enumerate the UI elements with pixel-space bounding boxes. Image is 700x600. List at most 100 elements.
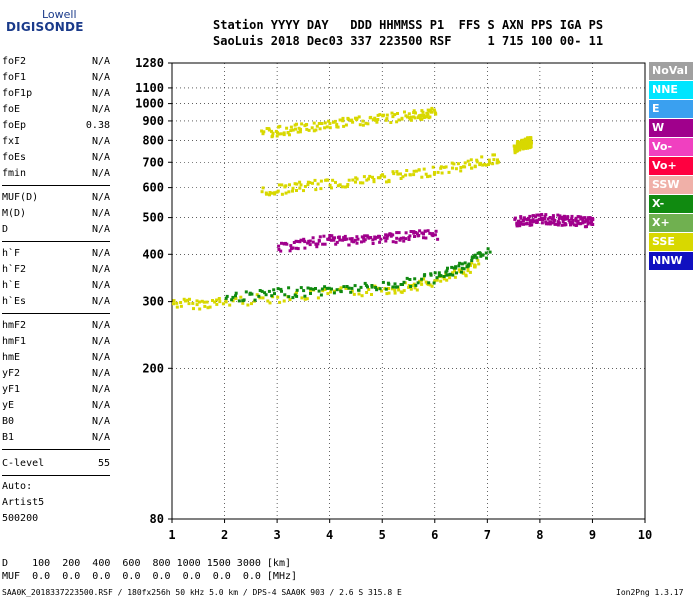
data-point bbox=[462, 165, 465, 169]
data-point bbox=[428, 231, 432, 235]
data-point bbox=[551, 217, 555, 221]
data-point bbox=[433, 233, 437, 237]
data-point bbox=[267, 128, 271, 132]
param-name: h`F bbox=[2, 248, 21, 259]
data-point bbox=[321, 289, 325, 293]
data-point bbox=[361, 123, 365, 127]
data-point bbox=[544, 213, 548, 217]
data-point bbox=[335, 122, 339, 126]
data-point bbox=[294, 239, 298, 243]
data-point bbox=[378, 176, 382, 180]
data-point bbox=[444, 165, 448, 169]
data-point bbox=[345, 184, 349, 188]
y-tick-label: 1280 bbox=[135, 56, 164, 70]
param-name: h`F2 bbox=[2, 264, 27, 275]
data-point bbox=[311, 236, 315, 240]
param-value: N/A bbox=[91, 400, 110, 411]
data-point bbox=[485, 256, 488, 260]
data-point bbox=[523, 217, 526, 221]
data-point bbox=[544, 220, 548, 224]
data-point bbox=[303, 297, 307, 301]
data-point bbox=[228, 303, 232, 307]
param-row: D N/A bbox=[2, 224, 110, 239]
data-point bbox=[404, 237, 408, 241]
data-point bbox=[361, 119, 365, 123]
data-point bbox=[353, 284, 357, 288]
data-point bbox=[475, 160, 479, 164]
data-point bbox=[450, 265, 454, 269]
data-point bbox=[378, 240, 382, 244]
data-point bbox=[404, 231, 408, 235]
data-point bbox=[567, 219, 571, 222]
data-point bbox=[400, 117, 404, 121]
data-point bbox=[373, 118, 377, 122]
data-point bbox=[401, 175, 405, 179]
data-point bbox=[346, 117, 350, 121]
data-point bbox=[378, 287, 382, 291]
data-point bbox=[431, 232, 435, 236]
data-point bbox=[365, 291, 369, 294]
data-point bbox=[344, 123, 348, 127]
data-point bbox=[412, 173, 416, 177]
data-point bbox=[579, 215, 583, 219]
data-point bbox=[285, 126, 289, 130]
data-point bbox=[402, 289, 406, 293]
data-point bbox=[487, 158, 491, 162]
data-point bbox=[475, 158, 479, 162]
data-point bbox=[586, 218, 590, 222]
data-point bbox=[273, 192, 277, 196]
data-point bbox=[364, 121, 368, 125]
data-point bbox=[448, 276, 452, 280]
param-row: foF1p N/A bbox=[2, 88, 110, 103]
data-point bbox=[345, 285, 349, 288]
data-point bbox=[287, 190, 291, 194]
data-point bbox=[420, 109, 424, 113]
data-point bbox=[453, 269, 456, 273]
legend-item: W bbox=[649, 119, 693, 137]
data-point bbox=[280, 183, 284, 187]
data-point bbox=[211, 299, 214, 302]
param-name: hmE bbox=[2, 352, 21, 363]
data-point bbox=[287, 295, 291, 299]
param-name: foF1p bbox=[2, 88, 33, 99]
data-point bbox=[303, 246, 307, 250]
legend-item: NNW bbox=[649, 252, 693, 270]
clevel-name: C-level bbox=[2, 458, 45, 469]
data-point bbox=[255, 293, 259, 297]
data-point bbox=[306, 286, 310, 290]
data-point bbox=[284, 184, 288, 188]
data-point bbox=[391, 115, 395, 119]
data-point bbox=[319, 187, 323, 191]
data-point bbox=[455, 271, 458, 275]
data-point bbox=[419, 114, 423, 118]
data-point bbox=[435, 278, 439, 282]
data-point bbox=[299, 183, 303, 187]
data-point bbox=[399, 177, 403, 180]
data-point bbox=[424, 236, 428, 240]
param-name: foF2 bbox=[2, 56, 27, 67]
param-value: N/A bbox=[91, 168, 110, 179]
data-point bbox=[410, 115, 414, 119]
data-point bbox=[557, 221, 561, 225]
data-point bbox=[430, 284, 434, 288]
param-value: N/A bbox=[91, 56, 110, 67]
data-point bbox=[280, 241, 283, 245]
legend-item: NNE bbox=[649, 81, 693, 99]
data-point bbox=[195, 303, 199, 307]
x-tick-label: 5 bbox=[379, 528, 386, 542]
data-point bbox=[543, 217, 546, 221]
data-point bbox=[266, 299, 270, 303]
data-point bbox=[298, 180, 302, 184]
data-point bbox=[288, 298, 292, 302]
data-point bbox=[370, 284, 374, 287]
data-point bbox=[371, 238, 375, 242]
data-point bbox=[463, 261, 467, 265]
data-point bbox=[412, 109, 416, 113]
data-point bbox=[258, 289, 262, 292]
data-point bbox=[390, 111, 394, 115]
data-point bbox=[351, 120, 355, 124]
data-point bbox=[515, 222, 519, 226]
y-tick-label: 200 bbox=[142, 361, 164, 375]
data-point bbox=[363, 281, 367, 285]
data-point bbox=[323, 285, 327, 289]
